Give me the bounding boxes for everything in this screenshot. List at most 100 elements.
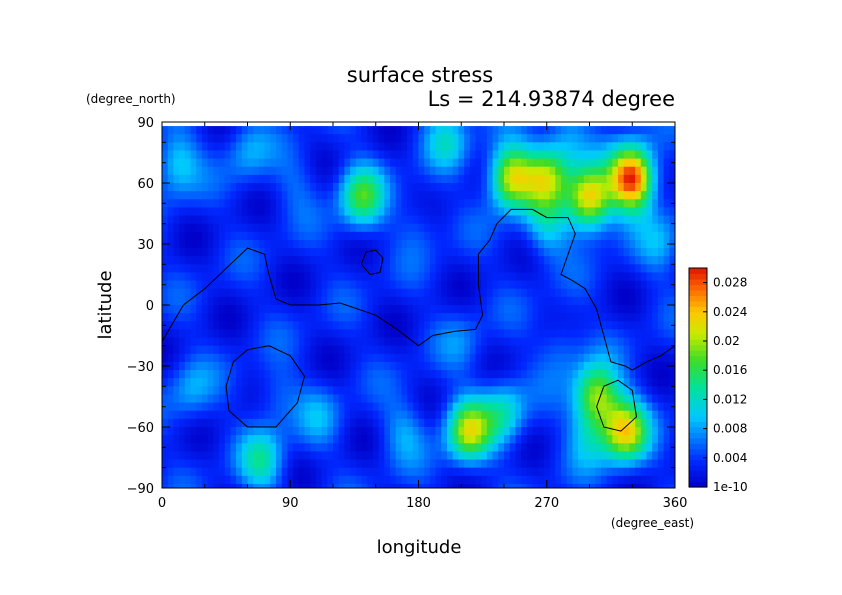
heatmap-cell	[447, 142, 454, 152]
heatmap-cell	[475, 321, 482, 330]
heatmap-cell	[526, 134, 534, 143]
heatmap-cell	[606, 239, 613, 249]
heatmap-cell	[207, 305, 214, 314]
heatmap-cell	[629, 272, 636, 282]
heatmap-cell	[321, 475, 328, 485]
heatmap-cell	[561, 256, 568, 265]
heatmap-cell	[207, 142, 214, 152]
heatmap-cell	[378, 418, 385, 428]
heatmap-cell	[247, 305, 254, 314]
heatmap-cell	[390, 215, 397, 225]
heatmap-cell	[201, 418, 209, 428]
heatmap-cell	[162, 483, 169, 488]
heatmap-cell	[652, 191, 659, 200]
heatmap-cell	[395, 207, 402, 217]
heatmap-cell	[589, 280, 596, 290]
heatmap-cell	[418, 370, 425, 379]
heatmap-cell	[498, 475, 505, 485]
heatmap-cell	[595, 231, 602, 241]
heatmap-cell	[372, 126, 380, 135]
heatmap-cell	[469, 370, 477, 379]
heatmap-cell	[583, 402, 591, 412]
heatmap-cell	[606, 272, 613, 282]
heatmap-cell	[355, 272, 363, 282]
heatmap-cell	[219, 150, 226, 160]
heatmap-cell	[201, 280, 209, 290]
heatmap-cell	[344, 418, 351, 428]
heatmap-cell	[179, 435, 186, 444]
heatmap-cell	[429, 174, 437, 184]
heatmap-cell	[224, 329, 231, 339]
heatmap-cell	[350, 410, 357, 420]
heatmap-cell	[321, 483, 328, 488]
heatmap-cell	[224, 150, 231, 160]
heatmap-cell	[504, 166, 511, 176]
heatmap-cell	[652, 361, 659, 371]
heatmap-cell	[583, 361, 591, 371]
heatmap-cell	[190, 451, 197, 461]
heatmap-cell	[327, 394, 334, 404]
heatmap-cell	[595, 451, 602, 461]
heatmap-cell	[190, 272, 197, 282]
heatmap-cell	[315, 427, 323, 436]
heatmap-cell	[521, 459, 528, 469]
colorbar-band	[689, 317, 707, 324]
heatmap-cell	[270, 256, 277, 265]
heatmap-cell	[657, 386, 665, 396]
heatmap-cell	[481, 475, 488, 485]
heatmap-cell	[618, 353, 625, 363]
heatmap-cell	[236, 166, 243, 176]
heatmap-cell	[561, 272, 568, 282]
heatmap-cell	[230, 280, 237, 290]
heatmap-cell	[646, 467, 653, 477]
heatmap-cell	[179, 126, 186, 135]
heatmap-cell	[652, 345, 659, 355]
heatmap-cell	[486, 142, 494, 152]
heatmap-cell	[310, 134, 317, 143]
colorbar-band	[689, 333, 707, 340]
heatmap-cell	[452, 150, 459, 160]
heatmap-cell	[475, 223, 482, 233]
heatmap-cell	[219, 475, 226, 485]
heatmap-cell	[384, 199, 391, 208]
heatmap-cell	[355, 483, 363, 488]
heatmap-cell	[196, 345, 203, 355]
heatmap-cell	[327, 451, 334, 461]
heatmap-cell	[310, 305, 317, 314]
heatmap-cell	[538, 313, 545, 322]
heatmap-cell	[333, 207, 340, 217]
heatmap-cell	[629, 443, 636, 452]
heatmap-cell	[600, 142, 608, 152]
heatmap-cell	[623, 191, 630, 200]
heatmap-cell	[327, 313, 334, 322]
heatmap-cell	[640, 239, 648, 249]
heatmap-cell	[640, 402, 648, 412]
heatmap-cell	[270, 443, 277, 452]
heatmap-cell	[549, 288, 556, 298]
heatmap-cell	[521, 142, 528, 152]
heatmap-cell	[253, 329, 260, 339]
heatmap-cell	[543, 296, 551, 306]
heatmap-cell	[595, 256, 602, 265]
heatmap-cell	[646, 370, 653, 379]
heatmap-cell	[287, 134, 294, 143]
heatmap-cell	[270, 134, 277, 143]
heatmap-cell	[287, 361, 294, 371]
heatmap-cell	[452, 418, 459, 428]
heatmap-cell	[338, 402, 345, 412]
y-tick-label: 30	[137, 238, 154, 253]
heatmap-cell	[561, 410, 568, 420]
heatmap-cell	[532, 256, 539, 265]
heatmap-cell	[669, 215, 675, 225]
heatmap-cell	[367, 174, 374, 184]
heatmap-cell	[367, 191, 374, 200]
heatmap-cell	[646, 280, 653, 290]
heatmap-cell	[515, 345, 522, 355]
heatmap-cell	[618, 386, 625, 396]
heatmap-cell	[515, 142, 522, 152]
heatmap-cell	[618, 207, 625, 217]
heatmap-cell	[612, 288, 619, 298]
heatmap-cell	[276, 427, 283, 436]
heatmap-cell	[555, 126, 562, 135]
heatmap-cell	[378, 475, 385, 485]
